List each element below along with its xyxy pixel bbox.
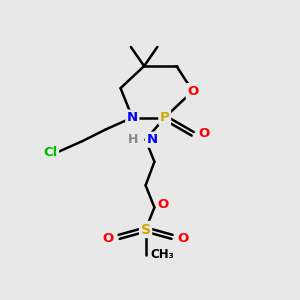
Text: N: N	[146, 133, 158, 146]
Text: O: O	[198, 127, 209, 140]
Text: CH₃: CH₃	[150, 248, 174, 261]
Text: P: P	[160, 111, 169, 124]
Text: O: O	[102, 232, 113, 245]
Text: N: N	[127, 111, 138, 124]
Text: S: S	[141, 223, 151, 236]
Text: O: O	[158, 198, 169, 211]
Text: O: O	[178, 232, 189, 245]
Text: Cl: Cl	[44, 146, 58, 159]
Text: O: O	[187, 85, 198, 98]
Text: H: H	[128, 133, 138, 146]
